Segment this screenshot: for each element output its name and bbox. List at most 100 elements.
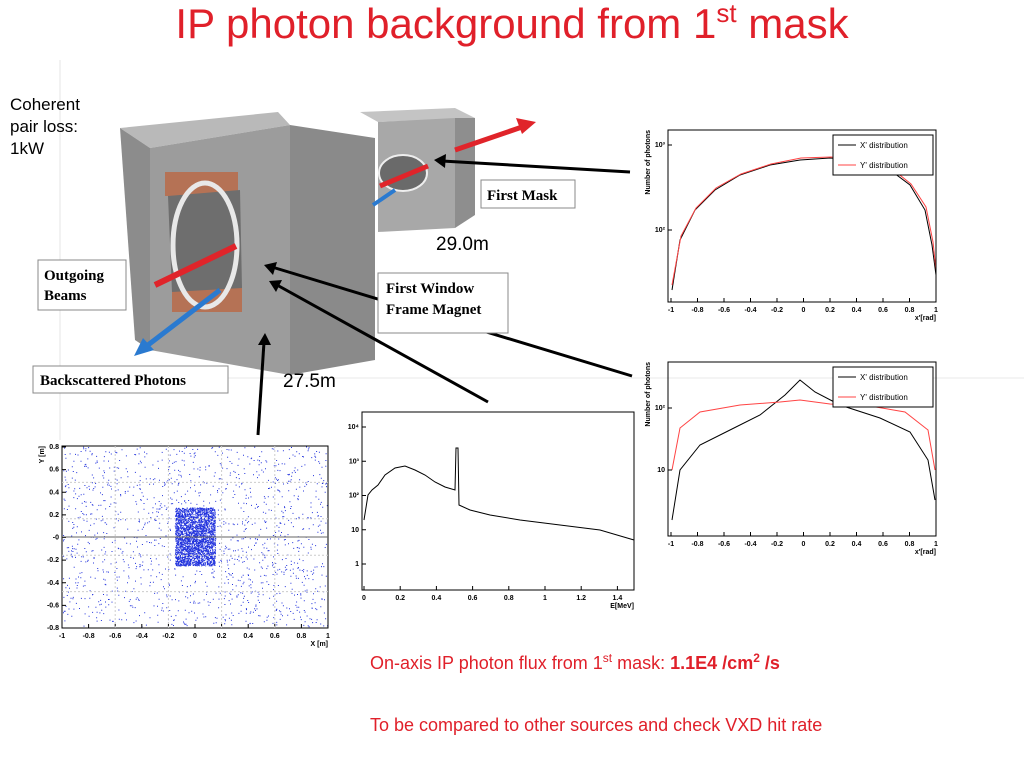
curve (671, 399, 936, 471)
x-tick-label: -0.6 (718, 541, 730, 548)
y-tick-label: 0.8 (49, 444, 59, 451)
y-tick-label: -0 (53, 535, 59, 542)
beams (134, 118, 536, 356)
curve (671, 379, 936, 521)
y-tick-label: 10³ (655, 142, 666, 149)
x-tick-label: -1 (668, 307, 674, 314)
x-tick-label: -0.8 (83, 633, 95, 640)
first-window-label: First Window Frame Magnet (386, 281, 481, 318)
distance-label: 27.5m (283, 371, 336, 392)
x-tick-label: 0.8 (905, 541, 915, 548)
note-text: To be compared to other sources and chec… (370, 715, 822, 735)
x-tick-label: 1.4 (613, 595, 623, 602)
legend-box (832, 134, 934, 176)
x-tick-label: 0.2 (217, 633, 227, 640)
x-tick-label: -0.4 (744, 307, 756, 314)
x-tick-label: -0.8 (691, 541, 703, 548)
y-axis-label: Number of photons (645, 362, 652, 427)
legend-label: Y' distribution (860, 161, 908, 170)
legend-label: Y' distribution (860, 393, 908, 402)
x-tick-label: 0.4 (432, 595, 442, 602)
x-tick-label: -0.2 (771, 541, 783, 548)
curve (363, 447, 635, 541)
x-tick-label: 0.6 (468, 595, 478, 602)
y-tick-label: 0.6 (49, 467, 59, 474)
label-box (480, 179, 576, 209)
x-tick-label: 0.2 (395, 595, 405, 602)
legend-label: X' distribution (860, 141, 908, 150)
x-tick-label: 0.4 (852, 307, 862, 314)
y-tick-label: 0.2 (49, 512, 59, 519)
x-tick-label: 0.6 (878, 307, 888, 314)
y-tick-label: 10² (349, 493, 360, 500)
x-axis-label: X [m] (311, 641, 329, 648)
x-tick-label: 1 (543, 595, 547, 602)
x-tick-label: -0.4 (744, 541, 756, 548)
y-tick-label: 10² (655, 405, 666, 412)
x-tick-label: 1.2 (576, 595, 586, 602)
y-tick-label: 10 (351, 527, 359, 534)
x-tick-label: 1 (934, 541, 938, 548)
x-tick-label: -0.4 (136, 633, 148, 640)
x-tick-label: 0.8 (297, 633, 307, 640)
y-tick-label: 1 (355, 561, 359, 568)
x-tick-label: -1 (668, 541, 674, 548)
first-mask-label: First Mask (487, 188, 558, 204)
y-tick-label: -0.6 (47, 602, 59, 609)
x-tick-label: 0 (802, 307, 806, 314)
x-tick-label: 0 (802, 541, 806, 548)
x-tick-label: 0.8 (504, 595, 514, 602)
coherent-label: Coherent pair loss: 1kW (10, 95, 80, 158)
y-tick-label: 10 (657, 467, 665, 474)
curve (671, 157, 937, 291)
label-box (32, 365, 229, 394)
x-tick-label: 0.2 (825, 307, 835, 314)
y-tick-label: -0.2 (47, 557, 59, 564)
x-tick-label: 0.4 (852, 541, 862, 548)
arrow-heads (258, 154, 446, 345)
backscattered-label: Backscattered Photons (40, 373, 186, 389)
y-tick-label: 0.4 (49, 489, 59, 496)
window-magnet (120, 112, 375, 375)
x-axis-label: x'[rad] (915, 315, 936, 322)
x-tick-label: 0.6 (878, 541, 888, 548)
x-tick-label: 0.2 (825, 541, 835, 548)
x-tick-label: -0.6 (718, 307, 730, 314)
x-tick-label: 1 (326, 633, 330, 640)
x-tick-label: 0 (362, 595, 366, 602)
distance-label: 29.0m (436, 234, 489, 255)
x-tick-label: -0.2 (162, 633, 174, 640)
label-box (377, 272, 509, 334)
x-tick-label: 0 (193, 633, 197, 640)
plot-frame (667, 129, 937, 303)
y-tick-label: -0.8 (47, 625, 59, 632)
y-axis-label: Number of photons (645, 130, 652, 195)
x-tick-label: -0.2 (771, 307, 783, 314)
legend-label: X' distribution (860, 373, 908, 382)
scatter-dots (63, 446, 328, 628)
plot-frame (361, 411, 635, 591)
outgoing-label: Outgoing Beams (44, 268, 105, 304)
flux-text: On-axis IP photon flux from 1st mask: 1.… (370, 651, 780, 673)
y-tick-label: 10³ (349, 458, 360, 465)
x-axis-label: x'[rad] (915, 549, 936, 556)
slide-title: IP photon background from 1st mask (175, 0, 849, 47)
x-tick-label: -1 (59, 633, 65, 640)
curve (671, 156, 937, 286)
y-tick-label: -0.4 (47, 580, 59, 587)
x-tick-label: -0.6 (109, 633, 121, 640)
x-tick-label: -0.8 (691, 307, 703, 314)
x-axis-label: E[MeV] (610, 603, 634, 610)
x-tick-label: 1 (934, 307, 938, 314)
label-box (37, 259, 127, 311)
x-tick-label: 0.6 (270, 633, 280, 640)
y-tick-label: 10² (655, 227, 666, 234)
y-axis-label: Y [m] (39, 446, 46, 463)
y-tick-label: 10⁴ (348, 424, 360, 431)
plot-frame (667, 361, 937, 537)
legend-box (832, 366, 934, 408)
scatter-points (63, 446, 328, 628)
x-tick-label: 0.4 (243, 633, 253, 640)
x-tick-label: 0.8 (905, 307, 915, 314)
